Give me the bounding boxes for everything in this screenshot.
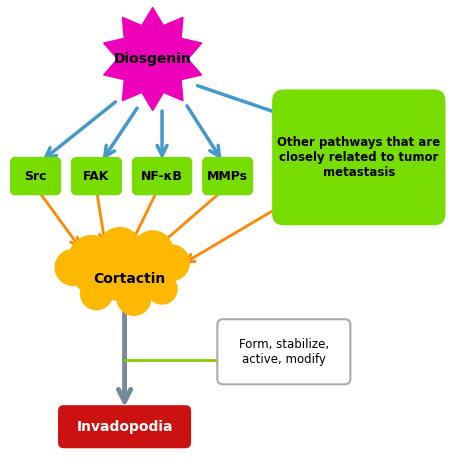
Text: Src: Src <box>24 170 47 182</box>
Circle shape <box>55 250 91 285</box>
Circle shape <box>147 274 177 304</box>
Polygon shape <box>104 8 201 110</box>
Circle shape <box>117 282 151 315</box>
Circle shape <box>154 245 189 281</box>
Ellipse shape <box>73 254 176 300</box>
FancyBboxPatch shape <box>272 90 446 225</box>
FancyBboxPatch shape <box>58 405 191 448</box>
Circle shape <box>99 228 141 270</box>
FancyBboxPatch shape <box>10 157 61 195</box>
Text: Cortactin: Cortactin <box>93 272 165 286</box>
Text: Invadopodia: Invadopodia <box>76 419 173 434</box>
FancyBboxPatch shape <box>132 157 192 195</box>
Circle shape <box>133 231 173 271</box>
Text: Form, stabilize,
active, modify: Form, stabilize, active, modify <box>239 338 329 366</box>
Text: FAK: FAK <box>83 170 109 182</box>
Circle shape <box>81 278 112 310</box>
Circle shape <box>69 236 114 281</box>
FancyBboxPatch shape <box>217 319 350 384</box>
Text: Diosgenin: Diosgenin <box>114 52 191 66</box>
FancyBboxPatch shape <box>202 157 253 195</box>
Text: MMPs: MMPs <box>207 170 248 182</box>
Text: Other pathways that are
closely related to tumor
metastasis: Other pathways that are closely related … <box>277 136 440 179</box>
Text: NF-κB: NF-κB <box>141 170 183 182</box>
FancyBboxPatch shape <box>71 157 122 195</box>
